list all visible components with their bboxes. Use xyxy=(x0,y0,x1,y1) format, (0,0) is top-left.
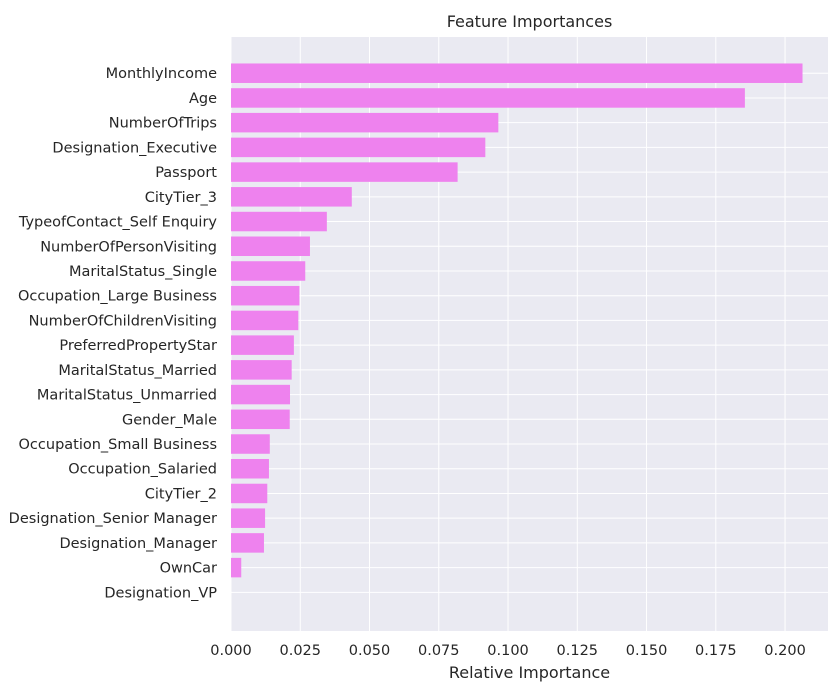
bar-typeofcontact-self-enquiry xyxy=(231,211,327,232)
y-tick-label: Designation_Manager xyxy=(59,536,217,552)
y-tick-label: NumberOfChildrenVisiting xyxy=(29,313,217,329)
x-tick-label: 0.100 xyxy=(487,643,529,659)
bar-designation-manager xyxy=(231,533,264,553)
x-tick-label: 0.150 xyxy=(626,643,668,659)
y-tick-label: Gender_Male xyxy=(122,412,217,428)
x-tick-label: 0.175 xyxy=(695,643,737,659)
bar-numberofchildrenvisiting xyxy=(231,310,299,331)
chart-title: Feature Importances xyxy=(447,12,613,31)
x-tick-label: 0.125 xyxy=(557,643,599,659)
x-tick-label: 0.025 xyxy=(279,643,321,659)
y-tick-label: MaritalStatus_Unmarried xyxy=(37,388,217,404)
bar-maritalstatus-unmarried xyxy=(231,384,291,405)
y-tick-label: NumberOfPersonVisiting xyxy=(40,239,217,255)
y-tick-label: Designation_VP xyxy=(104,585,217,601)
y-tick-label: MonthlyIncome xyxy=(106,66,217,82)
y-tick-label: CityTier_3 xyxy=(145,190,217,206)
bar-citytier-3 xyxy=(231,187,352,207)
y-tick-labels: MonthlyIncome Age NumberOfTrips Designation… xyxy=(9,66,218,601)
x-tick-label: 0.075 xyxy=(418,643,460,659)
bar-occupation-small-business xyxy=(231,434,270,454)
y-tick-label: CityTier_2 xyxy=(145,486,217,502)
y-tick-label: Occupation_Large Business xyxy=(18,289,217,305)
bar-maritalstatus-single xyxy=(231,261,306,281)
bar-preferredpropertystar xyxy=(231,335,294,355)
bar-designation-executive xyxy=(231,137,486,158)
x-tick-label: 0.200 xyxy=(764,643,806,659)
plot-background xyxy=(231,37,828,631)
y-tick-label: Passport xyxy=(155,165,217,181)
x-tick-label: 0.050 xyxy=(349,643,391,659)
x-axis-label: Relative Importance xyxy=(449,663,610,682)
bar-owncar xyxy=(231,557,242,578)
bar-occupation-large-business xyxy=(231,285,300,306)
bar-monthlyincome xyxy=(231,63,803,83)
bar-numberofpersonvisiting xyxy=(231,236,310,257)
bar-gender-male xyxy=(231,409,290,430)
y-tick-label: Age xyxy=(189,91,217,107)
bar-passport xyxy=(231,162,458,182)
y-tick-label: MaritalStatus_Married xyxy=(58,363,217,379)
y-tick-label: MaritalStatus_Single xyxy=(69,264,217,280)
y-tick-label: TypeofContact_Self Enquiry xyxy=(18,215,218,231)
bar-numberoftrips xyxy=(231,112,499,133)
bar-maritalstatus-married xyxy=(231,360,292,380)
bar-occupation-salaried xyxy=(231,458,269,479)
x-tick-label: 0.000 xyxy=(210,643,252,659)
y-tick-label: NumberOfTrips xyxy=(109,116,217,132)
y-tick-label: Designation_Senior Manager xyxy=(9,511,217,527)
bar-citytier-2 xyxy=(231,483,268,504)
bar-designation-senior-manager xyxy=(231,508,266,528)
y-tick-label: Occupation_Small Business xyxy=(19,437,217,453)
bar-age xyxy=(231,88,745,108)
y-tick-label: Occupation_Salaried xyxy=(68,462,217,478)
y-tick-label: OwnCar xyxy=(160,561,217,577)
y-tick-label: PreferredPropertyStar xyxy=(59,338,217,354)
x-tick-labels: 0.000 0.025 0.050 0.075 0.100 0.125 0.150 0.175… xyxy=(210,643,806,659)
bars xyxy=(231,63,803,578)
y-tick-label: Designation_Executive xyxy=(52,140,217,156)
